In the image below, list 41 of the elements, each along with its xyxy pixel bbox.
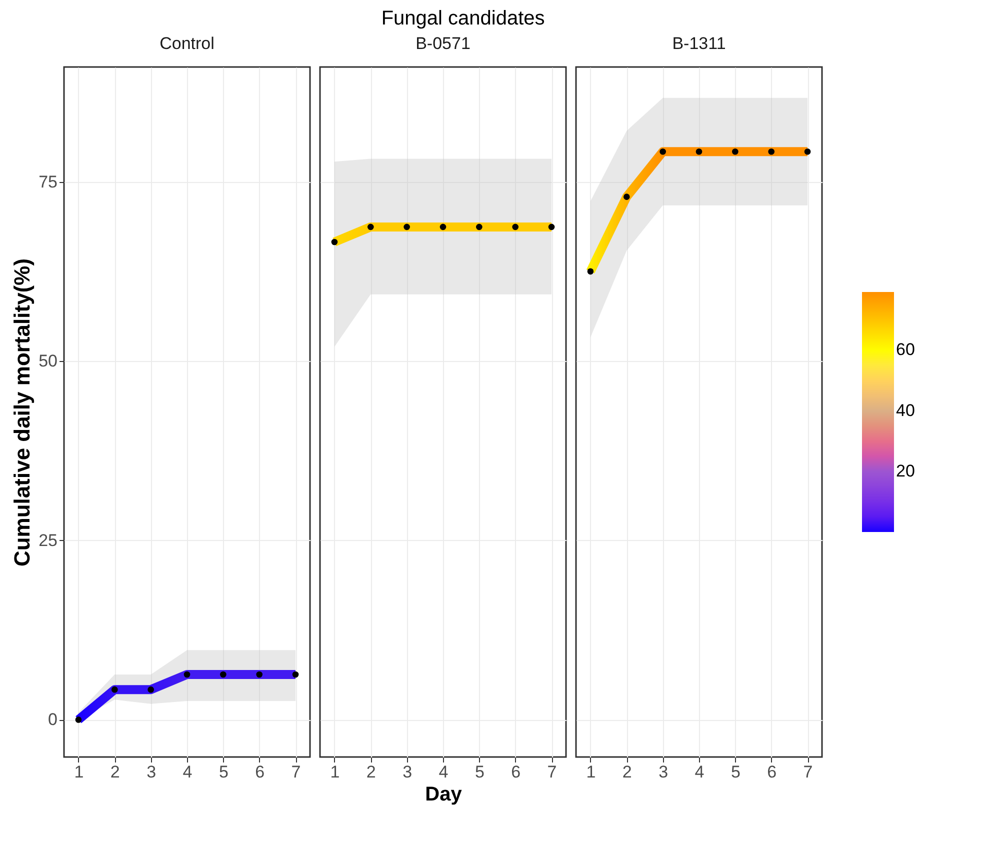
y-axis-title: Cumulative daily mortality(%) (10, 258, 35, 567)
chart-title: Control (160, 34, 214, 53)
point (148, 686, 154, 693)
point (256, 671, 263, 678)
x-tick-label: 2 (366, 762, 376, 782)
x-tick-label: 2 (622, 762, 632, 782)
x-tick-label: 5 (730, 762, 740, 782)
x-axis-title: Day (425, 784, 463, 806)
color-bar-label: 20 (896, 461, 915, 480)
point (111, 686, 118, 693)
x-tick-label: 6 (767, 762, 777, 782)
x-tick-label: 4 (438, 762, 448, 782)
y-tick-label: 75 (38, 172, 58, 192)
x-tick-label: 1 (330, 762, 340, 782)
x-tick-label: 6 (255, 762, 265, 782)
chart-title: B-1311 (672, 34, 726, 53)
x-tick-label: 1 (586, 762, 596, 782)
text: Fungal candidates (381, 7, 545, 30)
x-tick-label: 7 (291, 762, 301, 782)
point (292, 671, 299, 678)
x-tick-label: 3 (658, 762, 668, 782)
x-tick-label: 6 (511, 762, 521, 782)
point (184, 671, 190, 678)
y-tick-label: 25 (38, 530, 58, 550)
x-tick-label: 4 (182, 762, 192, 782)
x-tick-label: 7 (803, 762, 813, 782)
x-tick-label: 1 (74, 762, 84, 782)
point (220, 671, 226, 678)
x-tick-label: 4 (694, 762, 704, 782)
chart-title: B-0571 (416, 34, 470, 53)
y-tick-label: 50 (38, 352, 58, 371)
x-tick-label: 3 (146, 762, 156, 782)
x-tick-label: 5 (474, 762, 484, 782)
x-tick-label: 5 (218, 762, 228, 782)
point (75, 716, 82, 723)
x-tick-label: 7 (547, 762, 557, 782)
color-bar-label: 40 (896, 400, 915, 420)
color-bar-label: 60 (896, 340, 915, 360)
x-tick-label: 3 (402, 762, 412, 782)
y-tick-label: 0 (48, 710, 58, 730)
x-tick-label: 2 (110, 762, 120, 782)
